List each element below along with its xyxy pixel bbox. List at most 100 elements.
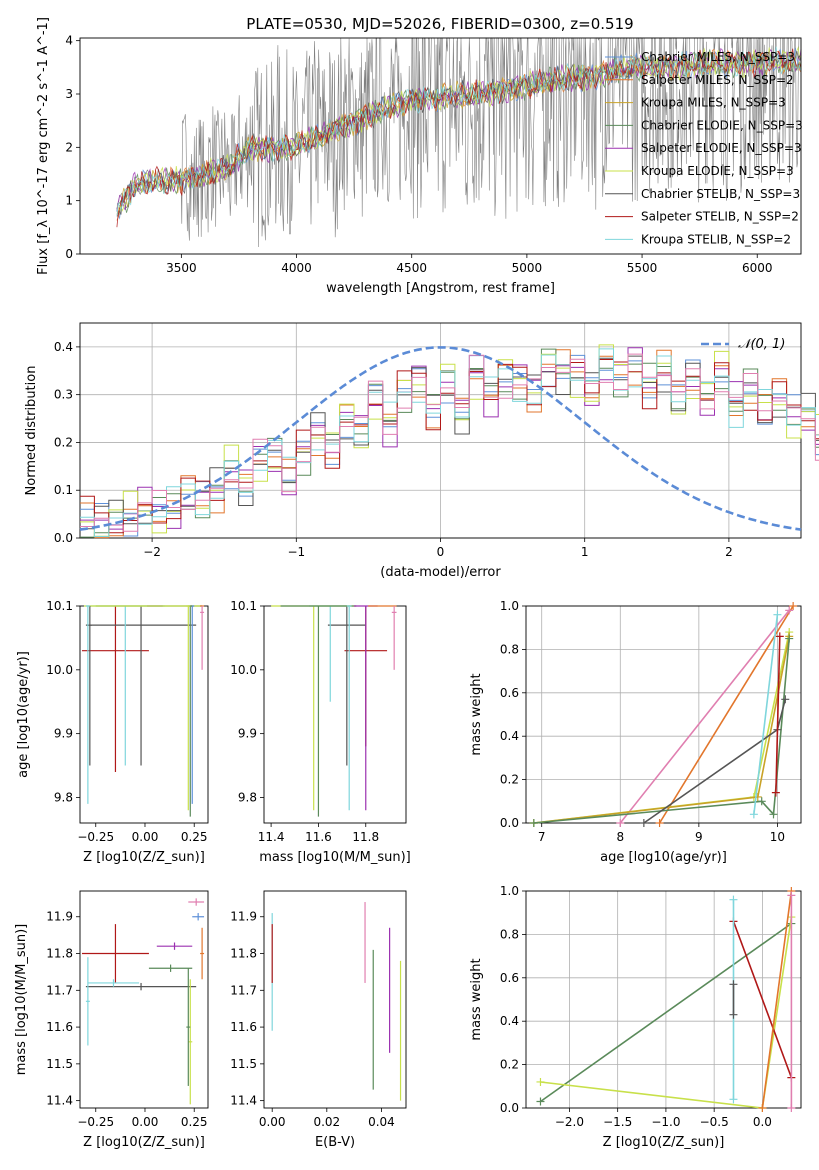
weight-marker (753, 792, 762, 801)
weight-line (619, 609, 790, 824)
weight-marker (729, 980, 738, 989)
x-tick-label: 0.25 (181, 830, 208, 844)
y-tick-label: 11.7 (230, 983, 257, 997)
weight-line (658, 605, 794, 824)
weight-marker (616, 819, 625, 827)
x-tick-label: 11.6 (305, 830, 332, 844)
x-tick-label: 8 (616, 830, 624, 844)
figure-title: PLATE=0530, MJD=52026, FIBERID=0300, z=0… (246, 15, 633, 33)
legend-label: Chabrier STELIB, N_SSP=3 (641, 187, 800, 201)
weight-marker (536, 1077, 545, 1086)
weight-line (761, 890, 793, 1109)
legend-label: Kroupa STELIB, N_SSP=2 (641, 232, 791, 246)
x-tick-label: 10 (770, 830, 785, 844)
x-tick-label: −0.5 (700, 1115, 729, 1129)
x-tick-label: 5000 (512, 261, 543, 275)
y-tick-label: 11.6 (230, 1020, 257, 1034)
weight-marker (769, 810, 778, 819)
y-tick-label: 0.4 (500, 729, 519, 743)
weight-line (533, 636, 790, 824)
y-tick-label: 0.8 (500, 642, 519, 656)
x-tick-label: 0.00 (259, 1115, 286, 1129)
x-tick-label: 0.04 (368, 1115, 395, 1129)
y-axis-label: Flux [f_λ 10^-17 erg cm^-2 s^-1 A^-1] (36, 17, 51, 275)
normal-distribution-curve (79, 346, 802, 531)
x-tick-label: −2.0 (555, 1115, 584, 1129)
legend-label: Kroupa MILES, N_SSP=3 (641, 96, 786, 110)
age-vs-mass-panel: 11.4 11.6 11.8 9.8 9.9 10.0 10.1 mass [log10(M/… (230, 599, 410, 865)
y-axis-label: mass weight (469, 673, 484, 755)
x-axis-label: Z [log10(Z/Z_sun)] (83, 1135, 205, 1150)
x-axis-label: wavelength [Angstrom, rest frame] (326, 281, 555, 296)
axes-frame (525, 890, 802, 1109)
y-tick-label: 0.3 (54, 388, 73, 402)
x-tick-label: −0.25 (77, 1115, 114, 1129)
weight-marker (655, 819, 664, 827)
x-tick-label: −1.5 (603, 1115, 632, 1129)
x-tick-label: −0.25 (77, 830, 114, 844)
x-tick-label: 9 (695, 830, 703, 844)
weight-marker (771, 788, 780, 797)
weight-marker (775, 632, 784, 641)
model-spectrum-line (116, 48, 802, 228)
axes-frame (79, 890, 209, 1109)
y-tick-label: 1 (65, 194, 73, 208)
weight-marker (781, 695, 790, 704)
y-tick-label: 11.8 (46, 947, 73, 961)
legend-label: Salpeter STELIB, N_SSP=2 (641, 210, 799, 224)
weight-marker (729, 1010, 738, 1019)
y-tick-label: 10.1 (46, 599, 73, 613)
x-tick-label: −2 (143, 545, 161, 559)
weight-marker (785, 634, 794, 643)
x-tick-label: −1.0 (651, 1115, 680, 1129)
y-tick-label: 11.9 (46, 910, 73, 924)
legend-label: Chabrier MILES, N_SSP=3 (641, 50, 795, 64)
x-tick-label: 11.4 (258, 830, 285, 844)
weight-marker (749, 810, 758, 819)
residual-histogram-step (80, 347, 819, 530)
weight-line (533, 638, 790, 824)
legend-label: Kroupa ELODIE, N_SSP=3 (641, 164, 794, 178)
residual-histogram-step (80, 353, 819, 532)
residual-histogram-panel: −2 −1 0 1 2 0.0 0.1 0.2 0.3 0.4 (data-model)/error… (24, 322, 819, 580)
x-tick-label: 7 (538, 830, 546, 844)
x-tick-label: 0.0 (753, 1115, 772, 1129)
weight-marker (529, 819, 538, 827)
legend-label: Salpeter ELODIE, N_SSP=3 (641, 141, 802, 155)
weight-marker (773, 610, 782, 619)
y-tick-label: 11.7 (46, 983, 73, 997)
x-axis-label: Z [log10(Z/Z_sun)] (83, 850, 205, 865)
weight-marker (639, 819, 648, 827)
y-tick-label: 11.5 (230, 1057, 257, 1071)
weight-line (775, 636, 781, 793)
y-tick-label: 0.0 (500, 816, 519, 830)
axes-frame (263, 890, 407, 1109)
y-tick-label: 0.8 (500, 927, 519, 941)
weight-line (540, 922, 792, 1103)
model-spectrum-line (116, 46, 802, 217)
y-axis-label: mass weight (469, 958, 484, 1040)
weight-marker (789, 602, 798, 610)
x-tick-label: 2 (725, 545, 733, 559)
weight-vs-age-panel: 7 8 9 10 0.0 0.2 0.4 0.6 0.8 1.0 age [log10(age/yr… (469, 599, 802, 865)
y-tick-label: 0.6 (500, 971, 519, 985)
weight-marker (787, 1104, 796, 1112)
y-tick-label: 11.4 (46, 1094, 73, 1108)
y-tick-label: 11.4 (230, 1094, 257, 1108)
y-tick-label: 11.9 (230, 910, 257, 924)
x-axis-label: Z [log10(Z/Z_sun)] (603, 1135, 725, 1150)
y-tick-label: 10.1 (230, 599, 257, 613)
y-tick-label: 9.9 (54, 727, 73, 741)
mass-vs-metallicity-panel: −0.25 0.00 0.25 11.4 11.5 11.6 11.7 11.8 11.9 Z [… (14, 890, 209, 1150)
weight-marker (729, 1095, 738, 1104)
x-tick-label: 1 (581, 545, 589, 559)
x-tick-label: 4000 (281, 261, 312, 275)
y-tick-label: 9.9 (238, 727, 257, 741)
weight-marker (785, 606, 794, 615)
axes-frame (263, 605, 407, 824)
legend-label: Salpeter MILES, N_SSP=2 (641, 73, 794, 87)
weight-marker (757, 797, 766, 806)
y-tick-label: 0.2 (54, 435, 73, 449)
x-tick-label: 0.00 (132, 1115, 159, 1129)
x-tick-label: 0.00 (132, 830, 159, 844)
